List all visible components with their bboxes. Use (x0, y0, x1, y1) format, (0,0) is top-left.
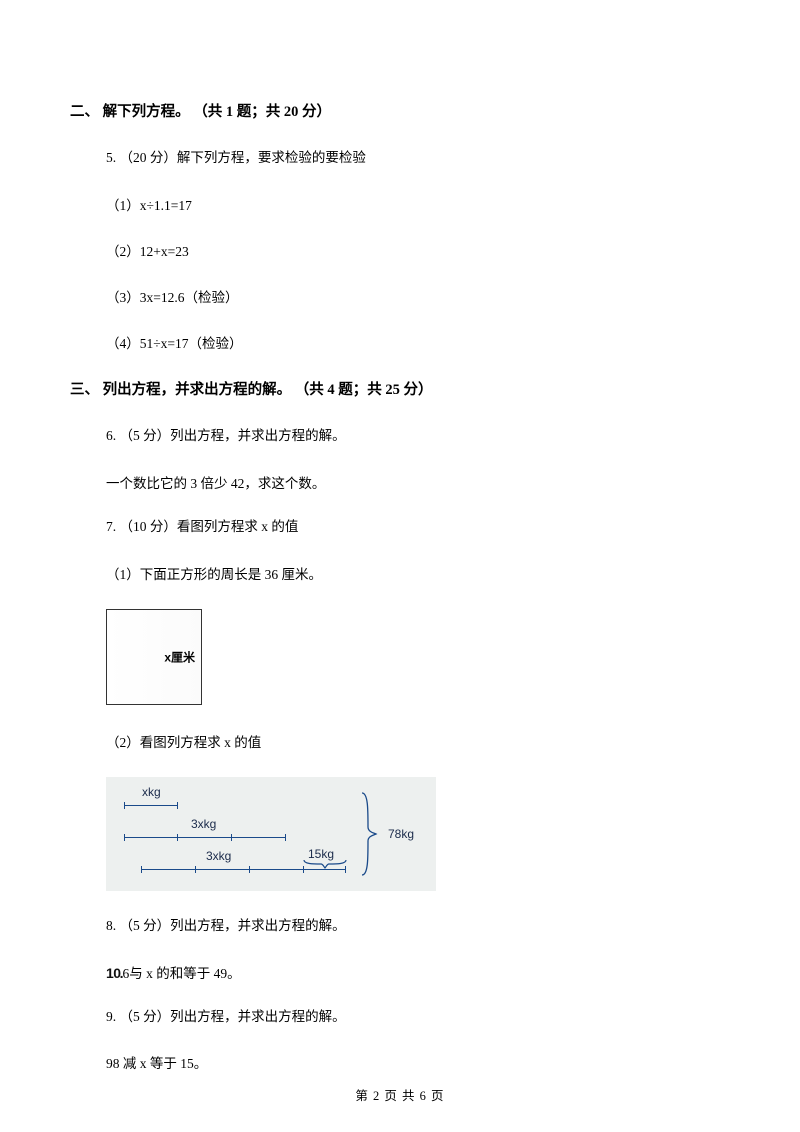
bar-line-1 (124, 805, 178, 806)
q5-stem: 5. （20 分）解下列方程，要求检验的要检验 (70, 149, 730, 168)
q9-stem: 9. （5 分）列出方程，并求出方程的解。 (70, 1008, 730, 1027)
q7-part1: （1）下面正方形的周长是 36 厘米。 (70, 563, 730, 583)
bar-tick (249, 866, 250, 873)
section-2-heading: 二、 解下列方程。 （共 1 题；共 20 分） (70, 100, 730, 121)
page-footer: 第 2 页 共 6 页 (0, 1085, 800, 1104)
q5-item-2: （2）12+x=23 (70, 240, 730, 260)
bar-label-xkg: xkg (142, 785, 161, 799)
bar-label-78kg: 78kg (388, 827, 414, 841)
q7-part2: （2）看图列方程求 x 的值 (70, 731, 730, 751)
brace-total (360, 791, 380, 877)
bar-tick (285, 834, 286, 841)
q7-stem: 7. （10 分）看图列方程求 x 的值 (70, 518, 730, 537)
q8-number-int: 10 (106, 965, 121, 981)
bar-tick (177, 834, 178, 841)
q9-body: 98 减 x 等于 15。 (70, 1052, 730, 1072)
figure-square: x厘米 (106, 609, 202, 705)
brace-15kg (303, 859, 347, 869)
bar-label-3xkg-b: 3xkg (206, 849, 231, 863)
bar-tick (195, 866, 196, 873)
figure-bars: xkg 3xkg 3xkg 15kg 78kg (106, 777, 436, 891)
bar-line-2 (124, 837, 286, 838)
bar-tick (231, 834, 232, 841)
bar-tick (141, 866, 142, 873)
q5-item-1: （1）x÷1.1=17 (70, 194, 730, 214)
bar-tick (124, 802, 125, 809)
bar-tick (124, 834, 125, 841)
figure-square-label: x厘米 (164, 648, 195, 665)
q6-body: 一个数比它的 3 倍少 42，求这个数。 (70, 472, 730, 492)
q8-stem: 8. （5 分）列出方程，并求出方程的解。 (70, 917, 730, 936)
q8-body: 10.6 与 x 的和等于 49。 (70, 962, 730, 982)
q6-stem: 6. （5 分）列出方程，并求出方程的解。 (70, 427, 730, 446)
bar-line-3 (141, 869, 346, 870)
q8-number: 10.6 (106, 965, 129, 982)
q8-body-tail: 与 x 的和等于 49。 (129, 966, 240, 981)
bar-label-3xkg-a: 3xkg (191, 817, 216, 831)
bar-tick (177, 802, 178, 809)
section-3-heading: 三、 列出方程，并求出方程的解。 （共 4 题；共 25 分） (70, 378, 730, 399)
q5-item-3: （3）3x=12.6（检验） (70, 286, 730, 306)
q5-item-4: （4）51÷x=17（检验） (70, 332, 730, 352)
